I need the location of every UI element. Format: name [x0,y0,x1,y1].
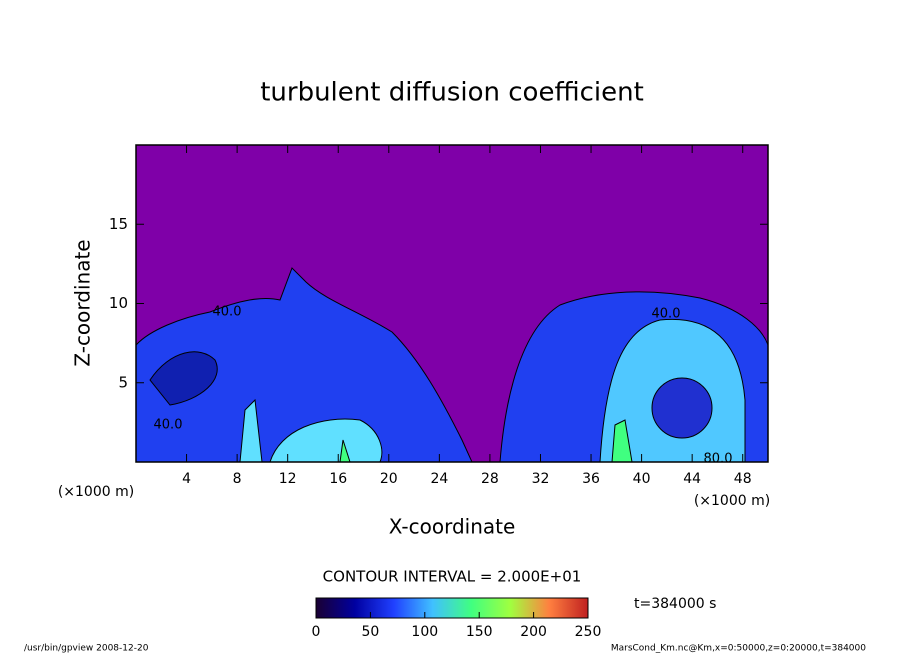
time-label: t=384000 s [634,596,716,612]
contour-label: 40.0 [213,305,242,320]
y-axis-label: Z-coordinate [71,239,95,366]
colorbar-tick-label: 150 [466,624,493,640]
field-region [149,351,218,406]
colorbar-tick-label: 0 [312,624,321,640]
contour-label: 40.0 [154,418,183,433]
x-tick-label: 20 [380,471,398,487]
x-tick-label: 32 [532,471,550,487]
x-tick-label: 44 [683,471,701,487]
contour-interval: CONTOUR INTERVAL = 2.000E+01 [323,568,582,586]
field-region [651,377,713,439]
x-tick-label: 8 [233,471,242,487]
colorbar-tick-label: 50 [361,624,379,640]
footer-right: MarsCond_Km.nc@Km,x=0:50000,z=0:20000,t=… [611,644,866,654]
x-tick-label: 36 [582,471,600,487]
colorbar-tick-label: 250 [575,624,602,640]
x-tick-label: 40 [633,471,651,487]
field-region [136,267,473,462]
colorbar [315,597,589,619]
field-region [339,419,633,462]
y-tick-label: 15 [109,215,128,233]
x-tick-label: 48 [734,471,752,487]
contour-label: 40.0 [652,307,681,322]
field-region [239,398,383,462]
y-unit: (×1000 m) [58,484,134,500]
y-tick-label: 5 [118,373,128,391]
x-axis-label: X-coordinate [389,515,516,539]
x-tick-label: 12 [279,471,297,487]
footer-left: /usr/bin/gpview 2008-12-20 [24,644,149,654]
x-tick-label: 4 [182,471,191,487]
x-tick-label: 16 [329,471,347,487]
contour-label: 80.0 [704,452,733,467]
colorbar-tick-label: 200 [520,624,547,640]
chart-title: turbulent diffusion coefficient [260,78,644,108]
x-tick-label: 28 [481,471,499,487]
x-tick-label: 24 [430,471,448,487]
colorbar-tick-label: 100 [411,624,438,640]
field [136,145,768,462]
x-unit: (×1000 m) [694,493,770,509]
y-tick-label: 10 [109,294,128,312]
